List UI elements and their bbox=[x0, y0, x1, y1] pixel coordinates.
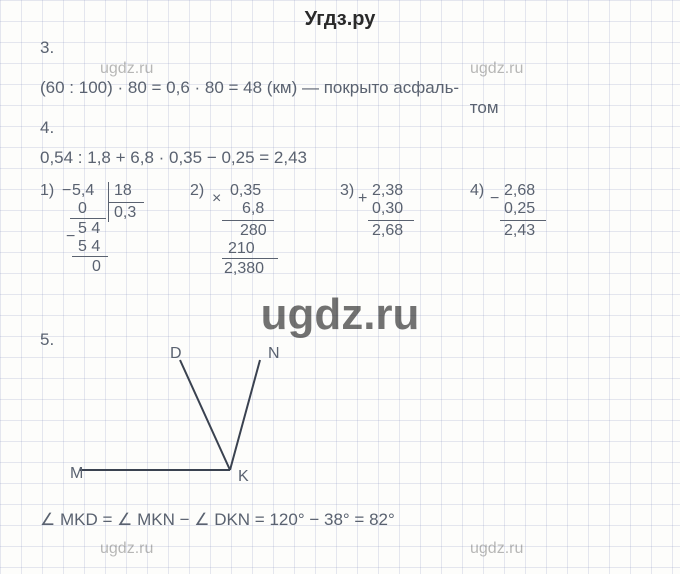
step2-label: 2) bbox=[190, 182, 204, 200]
step1-l0: 0 bbox=[78, 200, 87, 218]
watermark-big: ugdz.ru bbox=[261, 290, 420, 340]
problem-5-number: 5. bbox=[40, 330, 54, 350]
watermark-small-2: ugdz.ru bbox=[470, 60, 523, 78]
step4-b: 0,25 bbox=[504, 200, 535, 218]
watermark-small-1: ugdz.ru bbox=[100, 60, 153, 78]
watermark-small-3: ugdz.ru bbox=[100, 540, 153, 558]
label-N: N bbox=[268, 345, 280, 363]
step1-minus2-icon: − bbox=[66, 228, 75, 246]
step4-a: 2,68 bbox=[504, 182, 535, 200]
step2-result: 2,380 bbox=[224, 260, 264, 278]
label-K: K bbox=[238, 468, 249, 486]
step4-sign: − bbox=[490, 190, 499, 208]
step3-sign: + bbox=[358, 190, 367, 208]
angle-diagram bbox=[60, 340, 320, 490]
step1-l2: 5 4 bbox=[78, 238, 100, 256]
label-D: D bbox=[170, 345, 182, 363]
step1-l3: 0 bbox=[92, 258, 101, 276]
step1-l1: 5 4 bbox=[78, 220, 100, 238]
watermark-title: Угдз.ру bbox=[305, 8, 376, 31]
step2-sign: × bbox=[212, 190, 221, 208]
step1-dividend: 5,4 bbox=[72, 182, 94, 200]
step2-mulby: 6,8 bbox=[242, 200, 264, 218]
problem-4-number: 4. bbox=[40, 118, 54, 138]
angle-equation: ∠ MKD = ∠ MKN − ∠ DKN = 120° − 38° = 82° bbox=[40, 510, 395, 530]
step3-b: 0,30 bbox=[372, 200, 403, 218]
step2-p2: 210 bbox=[228, 240, 255, 258]
step4-diff: 2,43 bbox=[504, 222, 535, 240]
step1-label: 1) bbox=[40, 182, 54, 200]
step1-divisor: 18 bbox=[114, 182, 132, 200]
step4-label: 4) bbox=[470, 182, 484, 200]
step1-hl1 bbox=[70, 218, 106, 219]
step4-hl bbox=[500, 220, 546, 221]
step2-top: 0,35 bbox=[230, 182, 261, 200]
problem-3-number: 3. bbox=[40, 38, 54, 58]
step1-quotient: 0,3 bbox=[114, 204, 136, 222]
step1-minus-icon: − bbox=[62, 182, 71, 200]
step1-hl2 bbox=[72, 256, 108, 257]
step3-a: 2,38 bbox=[372, 182, 403, 200]
step1-div-hline bbox=[108, 202, 144, 203]
step3-label: 3) bbox=[340, 182, 354, 200]
problem-4-main: 0,54 : 1,8 + 6,8 · 0,35 − 0,25 = 2,43 bbox=[40, 148, 307, 168]
watermark-small-4: ugdz.ru bbox=[470, 540, 523, 558]
step2-p1: 280 bbox=[240, 222, 267, 240]
step3-sum: 2,68 bbox=[372, 222, 403, 240]
label-M: M bbox=[70, 465, 83, 483]
problem-3-expression: (60 : 100) · 80 = 0,6 · 80 = 48 (км) — п… bbox=[40, 78, 499, 118]
step2-hl2 bbox=[222, 258, 278, 259]
step2-hl1 bbox=[222, 220, 274, 221]
step3-hl bbox=[368, 220, 414, 221]
